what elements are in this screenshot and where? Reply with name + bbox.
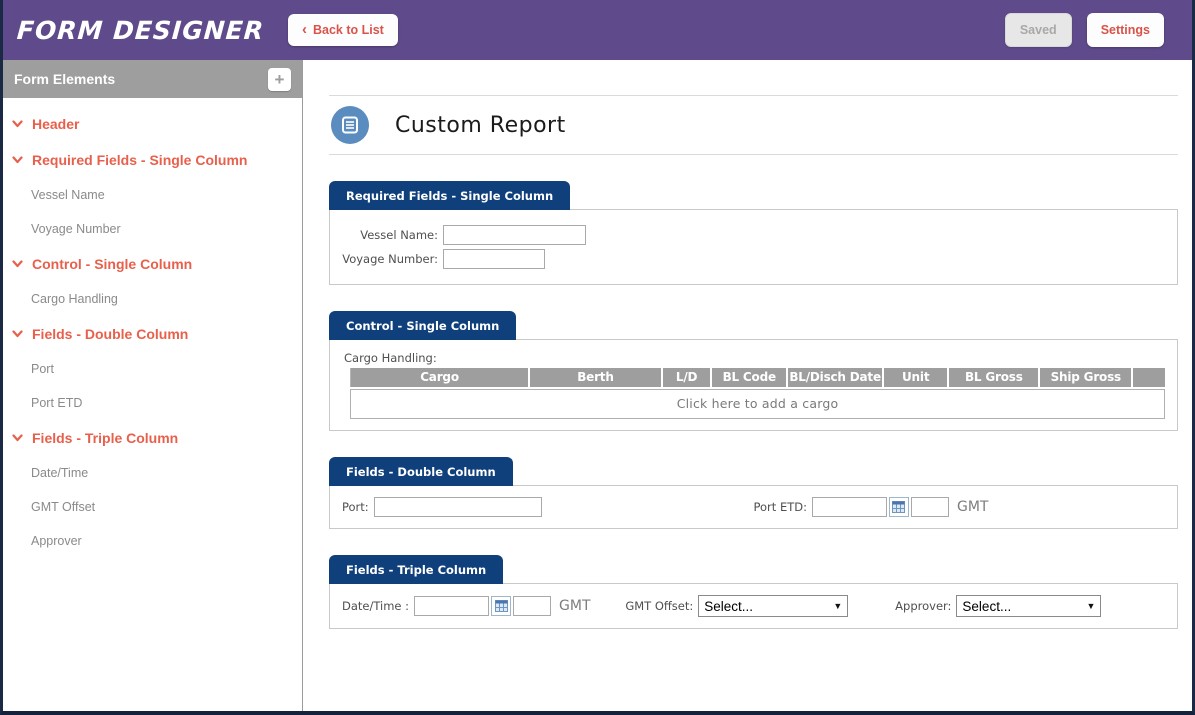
sidebar-item-gmt-offset[interactable]: GMT Offset xyxy=(31,500,96,514)
form-elements-sidebar: Form Elements + Header Required Fields -… xyxy=(3,60,303,711)
gmt-offset-select[interactable]: Select... ▼ xyxy=(698,595,849,617)
app-logo: FORM DESIGNER xyxy=(15,15,266,45)
topbar-actions: Saved Settings xyxy=(1004,13,1192,47)
port-input[interactable] xyxy=(373,497,542,517)
tab-control-single: Control - Single Column xyxy=(329,311,517,340)
chevron-down-icon xyxy=(12,434,23,442)
panel-fields-triple: Date/Time : GMT xyxy=(329,583,1178,629)
report-header: Custom Report xyxy=(329,95,1178,155)
sidebar-item-port[interactable]: Port xyxy=(31,362,54,376)
sidebar-group-header[interactable]: Header xyxy=(3,106,302,142)
sidebar-group-header[interactable]: Fields - Triple Column xyxy=(3,420,302,456)
port-field-group: Port: xyxy=(342,497,754,517)
tab-fields-double: Fields - Double Column xyxy=(329,457,513,486)
column-header-bl-disch-date: BL/Disch Date xyxy=(788,368,885,387)
sidebar-group-label: Header xyxy=(32,116,80,132)
sidebar-group-header[interactable]: Control - Single Column xyxy=(3,246,302,282)
sidebar-list: Header Required Fields - Single Column V… xyxy=(3,98,302,558)
section-control-single: Control - Single Column Cargo Handling: … xyxy=(329,311,1178,431)
port-etd-field-group: Port ETD: GMT xyxy=(754,497,1166,517)
sidebar-item-port-etd[interactable]: Port ETD xyxy=(31,396,83,410)
column-header-ship-gross: Ship Gross xyxy=(1040,368,1134,387)
back-to-list-button[interactable]: ‹ Back to List xyxy=(288,14,398,46)
port-label: Port: xyxy=(342,500,369,514)
gmt-suffix-label: GMT xyxy=(956,499,989,515)
main-layout: Form Elements + Header Required Fields -… xyxy=(3,60,1192,711)
column-header-cargo: Cargo xyxy=(351,368,531,387)
sidebar-item-date-time[interactable]: Date/Time xyxy=(31,466,89,480)
tab-fields-triple: Fields - Triple Column xyxy=(329,555,504,584)
voyage-number-label: Voyage Number: xyxy=(342,252,438,266)
column-header-bl-gross: BL Gross xyxy=(949,368,1041,387)
gmt-offset-field-group: GMT Offset: Select... ▼ xyxy=(625,595,895,617)
column-header-bl-code: BL Code xyxy=(712,368,789,387)
chevron-down-icon xyxy=(12,120,23,128)
chevron-left-icon: ‹ xyxy=(302,21,307,38)
top-bar: FORM DESIGNER ‹ Back to List Saved Setti… xyxy=(3,0,1192,60)
cargo-handling-label: Cargo Handling: xyxy=(344,351,437,365)
port-etd-time-input[interactable] xyxy=(910,497,949,517)
section-fields-triple: Fields - Triple Column Date/Time : xyxy=(329,555,1178,629)
datetime-label: Date/Time : xyxy=(342,599,410,613)
approver-selected-value: Select... xyxy=(962,598,1012,614)
gmt-suffix-label: GMT xyxy=(559,598,591,614)
chevron-down-icon xyxy=(12,260,23,268)
add-element-button[interactable]: + xyxy=(268,67,291,91)
form-canvas: Custom Report Required Fields - Single C… xyxy=(303,60,1192,711)
tab-required-single: Required Fields - Single Column xyxy=(329,181,571,210)
section-required-single: Required Fields - Single Column Vessel N… xyxy=(329,181,1178,285)
panel-control-single: Cargo Handling: Cargo Berth L/D BL Code … xyxy=(329,339,1178,431)
chevron-down-icon xyxy=(12,330,23,338)
gmt-offset-label: GMT Offset: xyxy=(625,599,694,613)
sidebar-item-voyage-number[interactable]: Voyage Number xyxy=(31,222,121,236)
sidebar-header: Form Elements + xyxy=(3,60,302,98)
vessel-name-input[interactable] xyxy=(443,225,586,245)
cargo-table: Cargo Berth L/D BL Code BL/Disch Date Un… xyxy=(350,368,1165,419)
sidebar-group-label: Fields - Triple Column xyxy=(32,430,179,446)
column-header-unit: Unit xyxy=(884,368,950,387)
settings-button[interactable]: Settings xyxy=(1086,13,1164,47)
chevron-down-icon xyxy=(12,156,23,164)
approver-select[interactable]: Select... ▼ xyxy=(956,595,1102,617)
approver-field-group: Approver: Select... ▼ xyxy=(895,595,1165,617)
column-header-actions xyxy=(1133,368,1165,387)
section-fields-double: Fields - Double Column Port: Port ETD: xyxy=(329,457,1178,529)
approver-label: Approver: xyxy=(895,599,952,613)
dropdown-arrow-icon: ▼ xyxy=(1086,601,1096,611)
sidebar-group-label: Required Fields - Single Column xyxy=(32,152,248,168)
sidebar-group-header[interactable]: Fields - Double Column xyxy=(3,316,302,352)
sidebar-group-label: Fields - Double Column xyxy=(32,326,189,342)
calendar-icon[interactable] xyxy=(491,596,512,616)
sidebar-item-approver[interactable]: Approver xyxy=(31,534,82,548)
voyage-number-input[interactable] xyxy=(443,249,545,269)
port-etd-label: Port ETD: xyxy=(753,500,807,514)
panel-required-single: Vessel Name: Voyage Number: xyxy=(329,209,1178,285)
column-header-ld: L/D xyxy=(662,368,713,387)
vessel-name-label: Vessel Name: xyxy=(360,228,438,242)
gmt-offset-selected-value: Select... xyxy=(704,598,754,614)
add-cargo-row[interactable]: Click here to add a cargo xyxy=(350,389,1165,419)
dropdown-arrow-icon: ▼ xyxy=(833,601,843,611)
saved-button[interactable]: Saved xyxy=(1004,13,1072,47)
back-to-list-label: Back to List xyxy=(313,23,384,37)
panel-fields-double: Port: Port ETD: xyxy=(329,485,1178,529)
calendar-icon[interactable] xyxy=(888,497,909,517)
datetime-field-group: Date/Time : GMT xyxy=(342,596,625,616)
sidebar-group-label: Control - Single Column xyxy=(32,256,193,272)
sidebar-item-vessel-name[interactable]: Vessel Name xyxy=(31,188,105,202)
document-icon xyxy=(331,106,369,144)
datetime-time-input[interactable] xyxy=(513,596,552,616)
sidebar-title: Form Elements xyxy=(14,71,116,87)
datetime-date-input[interactable] xyxy=(414,596,490,616)
column-header-berth: Berth xyxy=(530,368,663,387)
port-etd-date-input[interactable] xyxy=(811,497,887,517)
sidebar-item-cargo-handling[interactable]: Cargo Handling xyxy=(31,292,118,306)
sidebar-group-header[interactable]: Required Fields - Single Column xyxy=(3,142,302,178)
page-title: Custom Report xyxy=(395,112,566,138)
